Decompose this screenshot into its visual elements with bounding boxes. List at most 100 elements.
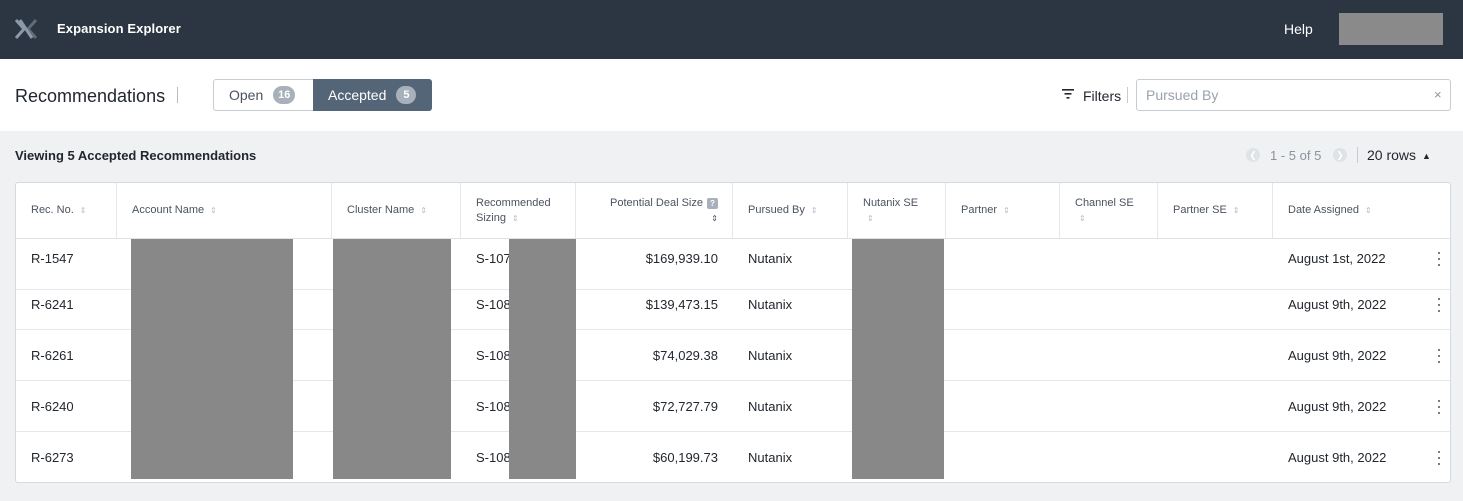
app-title: Expansion Explorer xyxy=(57,21,181,36)
table-row[interactable]: R-6261 S-108 $74,029.38 Nutanix August 9… xyxy=(16,330,1450,381)
top-navigation-bar: Expansion Explorer Help xyxy=(0,0,1463,59)
column-header-date-assigned[interactable]: Date Assigned ⇕ xyxy=(1273,183,1450,238)
sort-icon: ⇕ xyxy=(1364,206,1372,215)
pagination-range: 1 - 5 of 5 xyxy=(1270,148,1322,163)
sort-icon: ⇕ xyxy=(210,206,217,215)
column-label: Cluster Name xyxy=(347,204,415,216)
divider xyxy=(16,238,1450,239)
divider xyxy=(1127,87,1128,103)
date-assigned-cell: August 9th, 2022 xyxy=(1288,297,1387,312)
redacted-nutanix-se xyxy=(852,239,944,479)
column-label: Nutanix SE xyxy=(863,197,919,209)
rec-no-cell: R-6241 xyxy=(31,297,74,312)
sort-icon: ⇕ xyxy=(511,214,519,223)
pursued-by-cell: Nutanix xyxy=(748,297,793,312)
sort-icon: ⇕ xyxy=(1232,206,1240,215)
help-link[interactable]: Help xyxy=(1284,21,1313,37)
more-options-icon[interactable] xyxy=(1438,349,1442,363)
tab-accepted-count-badge: 5 xyxy=(396,86,417,104)
sort-icon: ⇕ xyxy=(867,214,874,223)
deal-size-cell: $169,939.10 xyxy=(645,251,718,266)
sizing-cell: S-108 xyxy=(476,348,511,363)
table-row[interactable]: R-1547 S-107 $169,939.10 Nutanix August … xyxy=(16,239,1450,290)
column-label: Date Assigned xyxy=(1288,204,1359,216)
recommendations-table: Rec. No. ⇕ Account Name ⇕ Cluster Name ⇕ Re… xyxy=(15,182,1451,483)
filter-icon[interactable] xyxy=(1062,89,1074,99)
deal-size-cell: $139,473.15 xyxy=(645,297,718,312)
deal-size-cell: $72,727.79 xyxy=(652,399,718,414)
redacted-cluster-names xyxy=(333,239,451,479)
divider xyxy=(1357,147,1358,163)
tab-accepted-label: Accepted xyxy=(328,87,387,103)
sort-icon: ⇕ xyxy=(1003,206,1010,215)
sizing-cell: S-108 xyxy=(476,297,511,312)
tab-open-label: Open xyxy=(229,87,264,103)
deal-size-cell: $60,199.73 xyxy=(652,450,718,465)
date-assigned-cell: August 9th, 2022 xyxy=(1288,348,1387,363)
column-header-account-name[interactable]: Account Name ⇕ xyxy=(117,183,332,238)
previous-page-icon[interactable]: ❮ xyxy=(1246,148,1260,162)
table-row[interactable]: R-6241 S-108 $139,473.15 Nutanix August … xyxy=(16,279,1450,330)
column-label: Partner SE xyxy=(1173,204,1227,216)
next-page-icon[interactable]: ❯ xyxy=(1333,148,1347,162)
redacted-account-names xyxy=(131,239,293,479)
pursued-by-input[interactable] xyxy=(1136,79,1451,111)
column-label: Potential Deal Size xyxy=(610,197,703,209)
table-row[interactable]: R-6273 S-108 $60,199.73 Nutanix August 9… xyxy=(16,432,1450,482)
filters-button[interactable]: Filters xyxy=(1083,88,1122,104)
date-assigned-cell: August 9th, 2022 xyxy=(1288,450,1387,465)
sort-icon: ⇕ xyxy=(810,206,818,215)
rec-no-cell: R-6273 xyxy=(31,450,74,465)
nutanix-logo-icon[interactable] xyxy=(14,19,38,39)
column-label: Pursued By xyxy=(748,204,805,216)
pursued-by-cell: Nutanix xyxy=(748,348,793,363)
column-label: Channel SE xyxy=(1075,197,1134,209)
date-assigned-cell: August 1st, 2022 xyxy=(1288,251,1386,266)
tab-open[interactable]: Open 16 xyxy=(213,79,313,111)
page-title: Recommendations xyxy=(15,86,166,106)
column-header-partner-se[interactable]: Partner SE ⇕ xyxy=(1158,183,1273,238)
sizing-cell: S-107 xyxy=(476,251,511,266)
column-header-partner[interactable]: Partner ⇕ xyxy=(946,183,1060,238)
help-icon[interactable]: ? xyxy=(707,198,718,209)
pursued-by-cell: Nutanix xyxy=(748,251,793,266)
rec-no-cell: R-6261 xyxy=(31,348,74,363)
more-options-icon[interactable] xyxy=(1438,252,1442,266)
rows-per-page-select[interactable]: 20 rows ▲︎ xyxy=(1367,147,1431,163)
more-options-icon[interactable] xyxy=(1438,400,1442,414)
column-header-channel-se[interactable]: Channel SE ⇕ xyxy=(1060,183,1158,238)
sort-icon: ⇕ xyxy=(1079,214,1086,223)
sort-icon: ⇕ xyxy=(420,206,427,215)
tab-open-count-badge: 16 xyxy=(273,86,296,104)
more-options-icon[interactable] xyxy=(1438,451,1442,465)
rec-no-cell: R-1547 xyxy=(31,251,74,266)
redacted-sizing xyxy=(509,239,576,479)
divider xyxy=(177,87,178,103)
column-header-potential-deal-size[interactable]: Potential Deal Size? ⇕ xyxy=(576,183,733,238)
clear-icon[interactable]: × xyxy=(1434,87,1442,102)
column-label: Partner xyxy=(961,204,998,216)
column-header-nutanix-se[interactable]: Nutanix SE ⇕ xyxy=(848,183,946,238)
more-options-icon[interactable] xyxy=(1438,298,1442,312)
column-header-rec-no[interactable]: Rec. No. ⇕ xyxy=(16,183,117,238)
sort-caret-icon: ▲︎ xyxy=(1422,151,1431,161)
column-header-cluster-name[interactable]: Cluster Name ⇕ xyxy=(332,183,461,238)
sizing-cell: S-108 xyxy=(476,450,511,465)
column-header-recommended-sizing[interactable]: Recommended Sizing ⇕ xyxy=(461,183,576,238)
viewing-summary: Viewing 5 Accepted Recommendations xyxy=(15,148,257,163)
column-header-pursued-by[interactable]: Pursued By ⇕ xyxy=(733,183,848,238)
column-label: Account Name xyxy=(132,204,205,216)
user-menu-redacted[interactable] xyxy=(1339,13,1443,45)
tab-accepted[interactable]: Accepted 5 xyxy=(313,79,432,111)
rows-per-page-label: 20 rows xyxy=(1367,147,1417,163)
pursued-by-cell: Nutanix xyxy=(748,450,793,465)
deal-size-cell: $74,029.38 xyxy=(652,348,718,363)
sort-icon: ⇕ xyxy=(711,214,718,223)
column-label: Recommended Sizing xyxy=(476,197,551,224)
sizing-cell: S-108 xyxy=(476,399,511,414)
table-row[interactable]: R-6240 S-108 $72,727.79 Nutanix August 9… xyxy=(16,381,1450,432)
column-label: Rec. No. xyxy=(31,204,74,216)
sort-icon: ⇕ xyxy=(79,206,87,215)
pursued-by-cell: Nutanix xyxy=(748,399,793,414)
rec-no-cell: R-6240 xyxy=(31,399,74,414)
